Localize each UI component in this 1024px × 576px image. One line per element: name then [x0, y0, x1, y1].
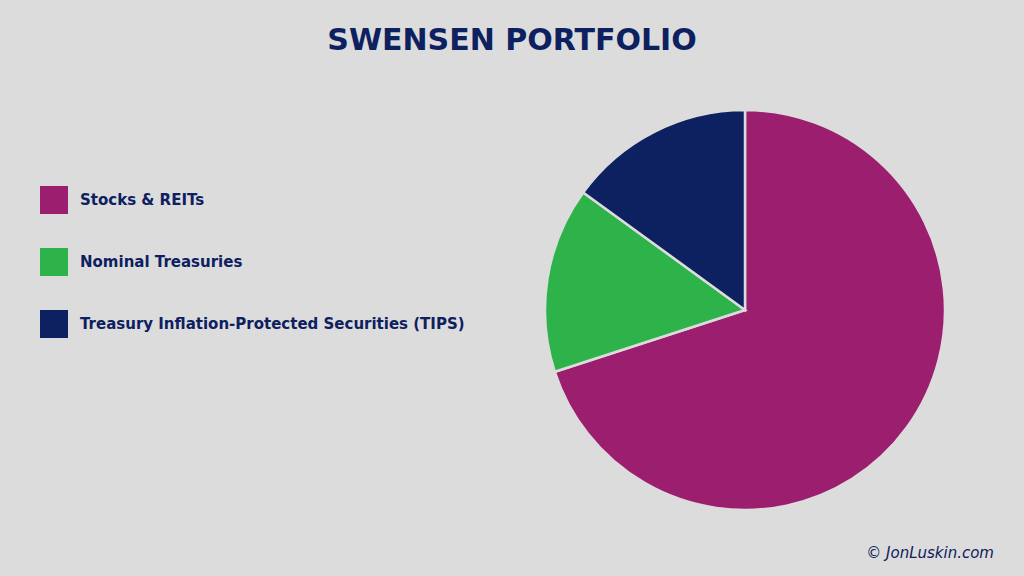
legend-label: Treasury Inflation-Protected Securities …	[80, 315, 465, 333]
pie	[545, 110, 945, 510]
chart-title: SWENSEN PORTFOLIO	[327, 22, 696, 57]
legend-swatch	[40, 186, 68, 214]
chart-root: SWENSEN PORTFOLIO Stocks & REITs Nominal T…	[0, 0, 1024, 576]
legend-label: Nominal Treasuries	[80, 253, 242, 271]
legend-label: Stocks & REITs	[80, 191, 204, 209]
background	[0, 0, 1024, 576]
legend-swatch	[40, 310, 68, 338]
pie-slice	[583, 110, 745, 310]
legend-swatch	[40, 248, 68, 276]
annotation: © JonLuskin.com	[866, 544, 994, 562]
legend: Stocks & REITs Nominal Treasuries Treasury…	[40, 186, 465, 338]
